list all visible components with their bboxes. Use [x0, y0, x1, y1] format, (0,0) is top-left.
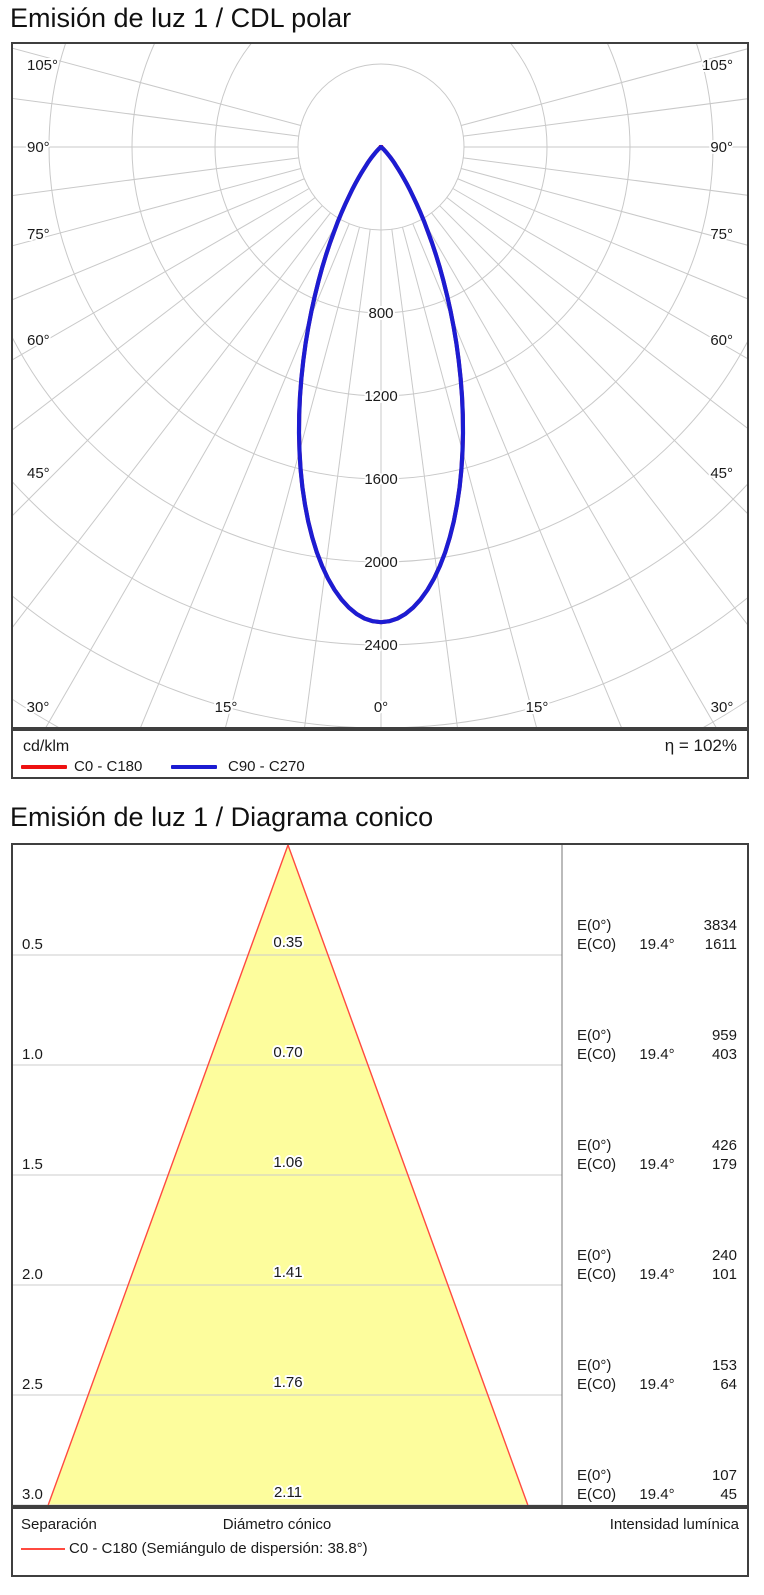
polar-angle-label-bottom: 0° [374, 699, 388, 716]
cone-diameter-column-label: Diámetro cónico [222, 1516, 332, 1533]
polar-angle-label-bottom: 15° [526, 699, 549, 716]
polar-ring-label: 1600 [364, 471, 397, 488]
cone-legend-swatch [21, 1548, 65, 1550]
cone-edge-right [287, 845, 529, 1505]
e0-value: 107 [712, 1467, 737, 1484]
ec0-label: E(C0) [577, 1376, 616, 1393]
cone-chart-title: Emisión de luz 1 / Diagrama conico [10, 802, 434, 832]
ec0-value: 403 [712, 1046, 737, 1063]
ec0-value: 179 [712, 1156, 737, 1173]
ec0-label: E(C0) [577, 1266, 616, 1283]
cone-chart-box: 0.5 0.35 E(0°) 3834 E(C0) 19.4° 1611 1.0 0.70 E(0… [11, 843, 749, 1507]
polar-ring-label: 2400 [364, 637, 397, 654]
e0-value: 959 [712, 1027, 737, 1044]
ec0-value: 1611 [705, 936, 737, 953]
separation-column-label: Separación [21, 1516, 97, 1533]
c90-c270-legend-label: C90 - C270 [228, 758, 305, 775]
ec0-label: E(C0) [577, 1486, 616, 1503]
ec0-angle: 19.4° [639, 1156, 674, 1173]
e0-value: 3834 [704, 917, 737, 934]
ec0-angle: 19.4° [639, 1046, 674, 1063]
cone-separation-value: 2.5 [22, 1376, 43, 1393]
polar-angle-label-left: 75° [27, 226, 50, 243]
ec0-label: E(C0) [577, 1156, 616, 1173]
polar-angle-label-left: 105° [27, 57, 58, 74]
cone-diameter-value: 1.76 [273, 1374, 302, 1391]
ec0-label: E(C0) [577, 1046, 616, 1063]
cone-separation-value: 1.5 [22, 1156, 43, 1173]
e0-label: E(0°) [577, 1137, 611, 1154]
polar-chart-title: Emisión de luz 1 / CDL polar [10, 3, 352, 33]
ec0-angle: 19.4° [639, 1486, 674, 1503]
cone-row-lines [13, 954, 562, 1505]
polar-chart-box: 800 1200 1600 2000 2400 105° 105° 90° 90° 75° 75° 6… [11, 42, 749, 729]
efficiency-label: η = 102% [664, 736, 737, 755]
polar-angle-label-bottom: 15° [215, 699, 238, 716]
ec0-label: E(C0) [577, 936, 616, 953]
polar-angle-label-right: 75° [710, 226, 733, 243]
polar-angle-label-left: 90° [27, 139, 50, 156]
cone-separation-value: 3.0 [22, 1486, 43, 1503]
ec0-value: 64 [720, 1376, 737, 1393]
ec0-angle: 19.4° [639, 1266, 674, 1283]
luminous-intensity-column-label: Intensidad lumínica [609, 1516, 739, 1533]
polar-curve-c90-c270 [296, 144, 466, 625]
polar-angle-label-right: 60° [710, 332, 733, 349]
cone-labels: 0.5 0.35 E(0°) 3834 E(C0) 19.4° 1611 1.0 0.70 E(0… [20, 915, 739, 1505]
cone-diameter-value: 1.06 [273, 1154, 302, 1171]
cone-chart-svg: 0.5 0.35 E(0°) 3834 E(C0) 19.4° 1611 1.0 0.70 E(0… [13, 845, 739, 1505]
e0-label: E(0°) [577, 917, 611, 934]
e0-label: E(0°) [577, 1247, 611, 1264]
cone-footer-box: Separación Diámetro cónico Intensidad lu… [11, 1507, 749, 1577]
cone-edge-left [47, 845, 289, 1505]
cone-separation-value: 1.0 [22, 1046, 43, 1063]
polar-angle-label-left: 60° [27, 332, 50, 349]
polar-grid [13, 44, 747, 727]
polar-angle-label-right: 45° [710, 465, 733, 482]
ec0-value: 101 [712, 1266, 737, 1283]
polar-angle-label-right: 90° [710, 139, 733, 156]
cone-diameter-value: 2.11 [274, 1484, 302, 1501]
e0-value: 426 [712, 1137, 737, 1154]
e0-label: E(0°) [577, 1467, 611, 1484]
cone-legend-label: C0 - C180 (Semiángulo de dispersión: 38.… [69, 1540, 368, 1557]
cone-diameter-value: 0.35 [273, 934, 302, 951]
polar-angle-label-right: 105° [702, 57, 733, 74]
ec0-angle: 19.4° [639, 1376, 674, 1393]
polar-chart-svg: 800 1200 1600 2000 2400 105° 105° 90° 90° 75° 75° 6… [13, 44, 747, 727]
polar-angle-label-left: 45° [27, 465, 50, 482]
cone-diameter-value: 0.70 [273, 1044, 302, 1061]
e0-label: E(0°) [577, 1027, 611, 1044]
e0-value: 240 [712, 1247, 737, 1264]
unit-label: cd/klm [23, 738, 70, 755]
polar-angle-label-bottom: 30° [27, 699, 50, 716]
polar-axis-labels: 800 1200 1600 2000 2400 105° 105° 90° 90° 75° 75° 6… [25, 55, 736, 718]
ec0-angle: 19.4° [639, 936, 674, 953]
c0-c180-legend-label: C0 - C180 [74, 758, 143, 775]
polar-legend-box: cd/klm η = 102% C0 - C180 C90 - C270 [11, 729, 749, 779]
cone-separation-value: 2.0 [22, 1266, 43, 1283]
c90-c270-swatch [171, 765, 217, 769]
polar-ring-label: 800 [368, 305, 393, 322]
ec0-value: 45 [720, 1486, 737, 1503]
polar-ring-label: 2000 [364, 554, 397, 571]
e0-value: 153 [712, 1357, 737, 1374]
cone-separation-value: 0.5 [22, 936, 43, 953]
cone-diameter-value: 1.41 [273, 1264, 302, 1281]
polar-ring-label: 1200 [364, 388, 397, 405]
e0-label: E(0°) [577, 1357, 611, 1374]
polar-angle-label-bottom: 30° [711, 699, 734, 716]
c0-c180-swatch [21, 765, 67, 769]
